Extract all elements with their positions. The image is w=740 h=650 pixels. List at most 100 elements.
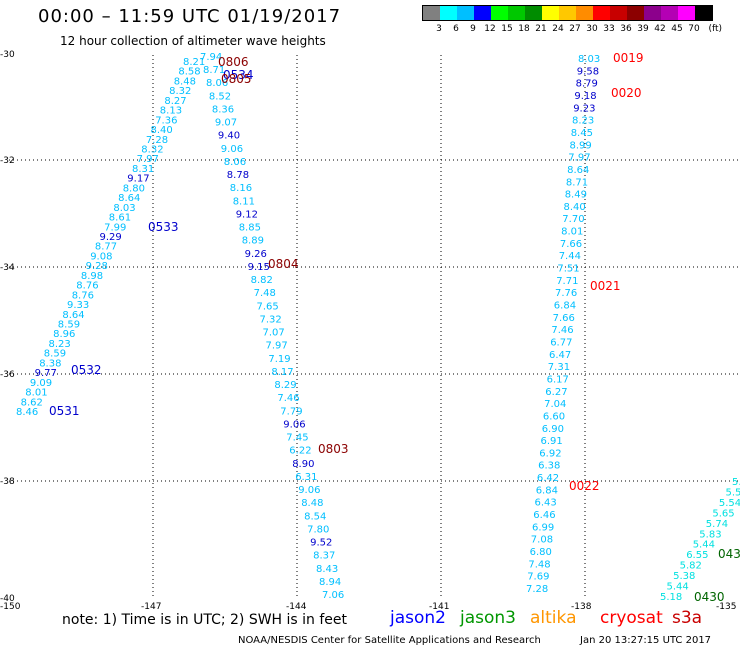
wave-height-value: 9.29 [100,232,122,243]
wave-height-value: 8.49 [565,190,587,201]
wave-height-value: 9.07 [215,118,237,129]
wave-height-value: 6.17 [547,375,569,386]
footer-note: note: 1) Time is in UTC; 2) SWH is in fe… [62,612,348,628]
legend-label: 33 [603,24,615,34]
wave-height-value: 8.43 [316,564,338,575]
legend-label: 18 [518,24,530,34]
wave-height-value: 7.71 [556,276,578,287]
wave-height-value: 8.62 [21,397,43,408]
wave-height-value: 7.46 [277,393,299,404]
wave-height-value: 7.97 [266,341,288,352]
longitude-label: -144 [286,602,307,612]
wave-height-value: 6.31 [295,472,317,483]
wave-height-value: 8.58 [178,67,200,78]
wave-height-value: 6.43 [535,498,557,509]
legend-label: 45 [671,24,683,34]
wave-height-value: 8.23 [49,339,71,350]
wave-height-value: 8.82 [251,275,273,286]
wave-height-value: 7.31 [548,362,570,373]
pass-time-label: 0534 [223,68,254,82]
wave-height-value: 8.06 [224,157,246,168]
wave-height-points: 8.468.628.019.099.778.388.598.238.968.59… [16,52,740,603]
legend-swatch [695,6,712,20]
legend-label: 30 [586,24,598,34]
wave-height-value: 7.46 [551,325,573,336]
wave-height-value: 8.71 [203,65,225,76]
wave-height-value: 7.28 [146,135,168,146]
wave-height-value: 5.65 [712,508,734,519]
latitude-label: -34 [0,263,15,273]
wave-height-value: 6.77 [550,338,572,349]
wave-height-value: 7.08 [531,535,553,546]
wave-height-value: 8.17 [271,367,293,378]
wave-height-value: 8.27 [164,96,186,107]
wave-height-value: 6.22 [289,446,311,457]
satellite-label: altika [530,608,577,628]
wave-height-value: 7.19 [268,354,290,365]
legend-label: 3 [436,24,442,34]
wave-height-value: 7.66 [553,313,575,324]
map-title: 00:00 – 11:59 UTC 01/19/2017 [38,6,342,27]
wave-height-value: 8.37 [313,551,335,562]
wave-height-value: 7.36 [155,115,177,126]
wave-height-value: 8.64 [118,193,140,204]
timestamp: Jan 20 13:27:15 UTC 2017 [580,635,712,646]
wave-height-value: 8.85 [239,223,261,234]
wave-height-value: 8.59 [44,349,66,360]
legend-unit: (ft) [708,24,722,34]
grid-lines [9,55,740,597]
wave-height-value: 7.48 [254,288,276,299]
longitude-label: -147 [141,602,161,612]
legend-label: 42 [654,24,666,34]
wave-height-value: 8.94 [319,577,341,588]
pass-time-label: 0805 [221,72,252,86]
wave-height-value: 7.79 [280,406,302,417]
pass-time-label: 0021 [590,279,621,293]
legend-swatch [576,6,593,20]
wave-height-value: 7.94 [200,52,222,63]
wave-height-value: 8.11 [233,196,255,207]
wave-height-value: 8.99 [570,140,592,151]
legend-swatch [661,6,678,20]
pass-time-label: 043 [718,547,740,561]
pass-time-label: 0533 [148,220,179,234]
wave-height-value: 7.80 [307,524,329,535]
legend-label: 12 [484,24,496,34]
wave-height-value: 8.59 [58,320,80,331]
wave-height-value: 8.38 [39,358,61,369]
pass-time-label: 0803 [318,442,349,456]
wave-height-value: 6.27 [545,387,567,398]
wave-height-value: 7.07 [263,328,285,339]
wave-height-value: 6.80 [530,547,552,558]
latitude-label: -32 [0,156,15,166]
wave-height-value: 8.40 [564,202,586,213]
wave-height-value: 5.83 [699,529,721,540]
wave-height-value: 9.15 [248,262,270,273]
wave-height-value: 9.58 [577,66,599,77]
wave-height-value: 7.65 [257,301,279,312]
wave-height-value: 9.23 [573,103,595,114]
legend-label: 15 [501,24,513,34]
wave-height-value: 7.66 [560,239,582,250]
legend-label: 70 [688,24,700,34]
wave-height-value: 7.51 [557,264,579,275]
wave-height-value: 8.80 [123,183,145,194]
wave-height-value: 7.32 [260,314,282,325]
wave-height-value: 9.09 [30,378,52,389]
wave-height-value: 5.44 [667,582,689,593]
legend-swatch [457,6,474,20]
wave-height-value: 9.77 [35,368,57,379]
legend-swatch [491,6,508,20]
wave-height-value: 8.32 [141,145,163,156]
wave-height-value: 5.44 [693,540,715,551]
wave-height-value: 6.60 [543,411,565,422]
wave-height-value: 8.90 [292,459,314,470]
satellite-label: jason3 [460,608,516,628]
color-legend: 3 6 9 12 15 18 21 24 27 30 33 36 39 42 45 70 (ft) [422,5,722,34]
wave-height-value: 5.54 [719,498,740,509]
longitude-label: -150 [0,602,21,612]
pass-time-label: 0806 [218,55,249,69]
satellite-label: s3a [672,608,703,628]
